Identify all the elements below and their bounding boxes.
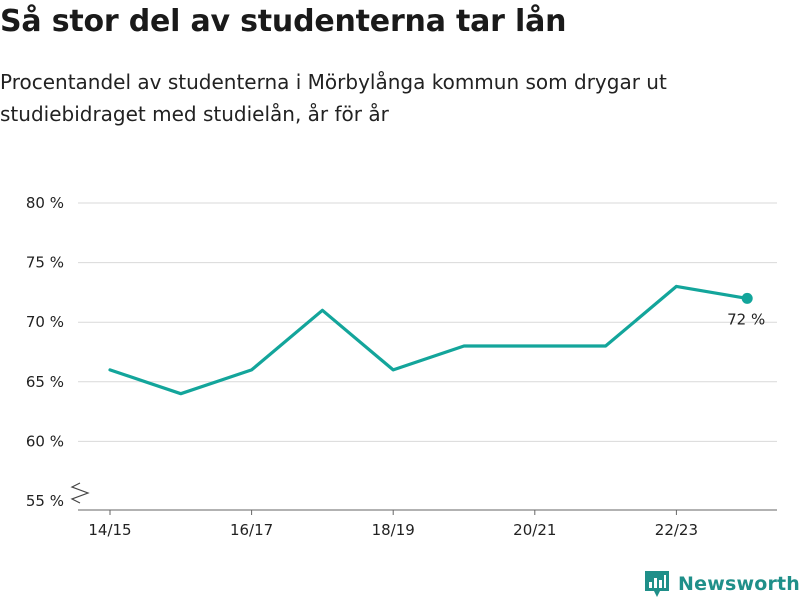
x-tick-label: 22/23 bbox=[655, 521, 698, 539]
x-tick-label: 16/17 bbox=[230, 521, 273, 539]
brand-name: Newsworthy bbox=[678, 573, 800, 595]
x-tick-label: 20/21 bbox=[513, 521, 556, 539]
y-tick-label: 80 % bbox=[26, 194, 64, 212]
last-point-marker bbox=[742, 293, 753, 304]
x-axis-ticks: 14/15 16/17 18/19 20/21 22/23 bbox=[88, 510, 698, 539]
line-chart: 55 % 60 % 65 % 70 % 75 % 80 % 14/15 16/17 18/19… bbox=[0, 0, 800, 560]
y-axis-ticks: 55 % 60 % 65 % 70 % 75 % 80 % bbox=[26, 194, 64, 510]
y-tick-label: 65 % bbox=[26, 373, 64, 391]
gridlines bbox=[78, 203, 777, 441]
last-point-label: 72 % bbox=[727, 310, 765, 328]
series-line bbox=[110, 286, 747, 393]
newsworthy-logo-icon bbox=[644, 569, 670, 599]
y-tick-label: 75 % bbox=[26, 254, 64, 272]
axis-break-icon bbox=[72, 483, 88, 503]
y-tick-label: 70 % bbox=[26, 313, 64, 331]
x-tick-label: 14/15 bbox=[88, 521, 131, 539]
y-tick-label: 55 % bbox=[26, 492, 64, 510]
y-tick-label: 60 % bbox=[26, 432, 64, 450]
newsworthy-logo[interactable]: Newsworthy bbox=[644, 568, 800, 600]
x-tick-label: 18/19 bbox=[372, 521, 415, 539]
